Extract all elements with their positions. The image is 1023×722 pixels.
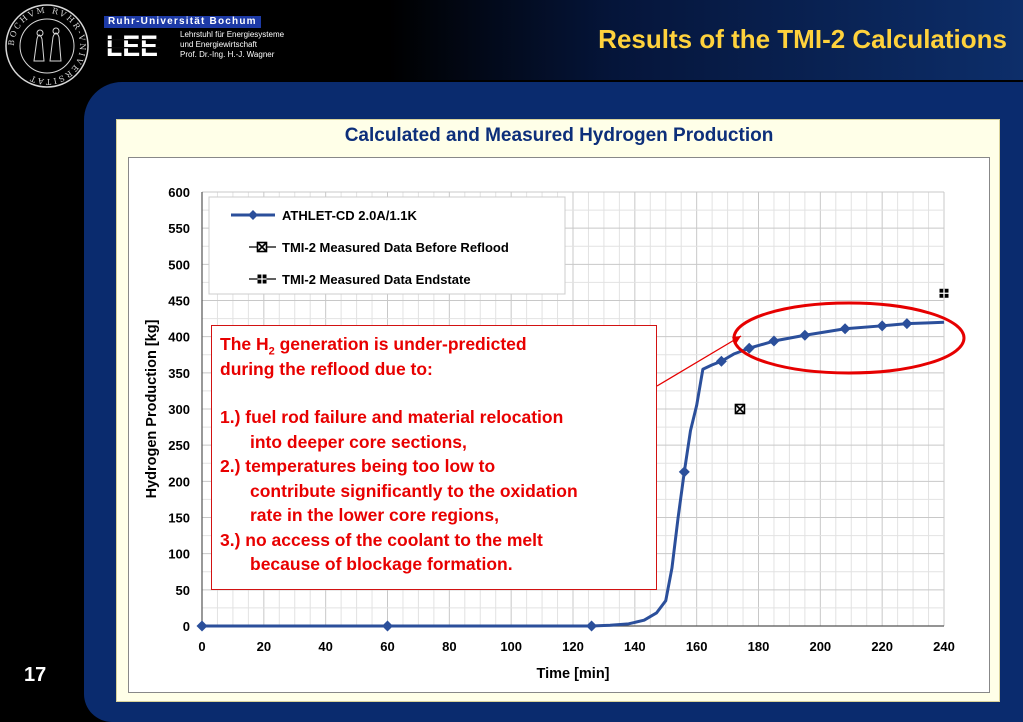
y-tick-label: 600 [168, 185, 190, 200]
annotation-item-2-cont-1: contribute significantly to the oxidatio… [250, 480, 578, 501]
series-athlet-point [768, 335, 780, 347]
annotation-box: The H2 generation is under-predicted dur… [211, 325, 657, 590]
series-athlet-point [743, 342, 755, 354]
x-tick-label: 180 [748, 639, 770, 654]
annotation-item-3: 3.) no access of the coolant to the melt [220, 529, 543, 550]
annotation-item-3-cont: because of blockage formation. [250, 554, 513, 574]
annotation-item-2-cont-2: rate in the lower core regions, [250, 505, 499, 525]
x-axis-title: Time [min] [536, 666, 609, 682]
slide-title: Results of the TMI-2 Calculations [598, 24, 1007, 54]
svg-text:BOCHVM RVHR-VNIVERSITAT: BOCHVM RVHR-VNIVERSITAT [7, 6, 87, 86]
annotation-pointer-arrowhead [732, 336, 741, 344]
annotation-item-2: 2.) temperatures being too low to [220, 456, 496, 476]
y-tick-label: 50 [176, 583, 190, 598]
y-tick-label: 200 [168, 474, 190, 489]
series-athlet-point [586, 620, 598, 632]
annotation-item-1-cont: into deeper core sections, [250, 431, 467, 452]
x-tick-label: 120 [562, 639, 584, 654]
x-tick-label: 140 [624, 639, 646, 654]
series-athlet-point [715, 355, 727, 367]
university-seal-icon: BOCHVM RVHR-VNIVERSITAT [5, 4, 89, 88]
legend-endstate-marker [257, 274, 267, 284]
chair-line-1: Lehrstuhl für Energiesysteme [180, 30, 285, 39]
series-athlet-point [382, 620, 393, 632]
y-tick-label: 300 [168, 402, 190, 417]
legend-label: TMI-2 Measured Data Before Reflood [282, 240, 509, 255]
series-athlet-point [799, 329, 811, 341]
x-tick-label: 80 [442, 639, 456, 654]
y-tick-label: 400 [168, 330, 190, 345]
x-tick-label: 220 [871, 639, 893, 654]
x-tick-label: 160 [686, 639, 708, 654]
y-axis-title: Hydrogen Production [kg] [144, 319, 160, 498]
measured-before-reflood-point [734, 403, 746, 415]
x-tick-label: 100 [500, 639, 522, 654]
lee-logo-text: LEE [106, 31, 158, 59]
annotation-pointer-line [656, 335, 742, 387]
legend-athlet-marker [248, 210, 258, 220]
highlight-ellipse [732, 301, 966, 375]
legend-before-reflood-marker [256, 241, 268, 253]
chair-info: Lehrstuhl für Energiesysteme und Energie… [180, 30, 284, 60]
series-athlet-point [839, 323, 851, 335]
annotation-intro-line-2: during the reflood due to: [220, 358, 433, 379]
y-tick-label: 500 [168, 257, 190, 272]
legend-label: ATHLET-CD 2.0A/1.1K [282, 208, 417, 223]
slide-header: BOCHVM RVHR-VNIVERSITAT Ruhr-Universität… [0, 0, 1023, 88]
chair-line-2: und Energiewirtschaft [180, 40, 257, 49]
series-athlet-point [901, 318, 913, 330]
slide-number: 17 [24, 664, 47, 686]
y-tick-label: 0 [183, 619, 190, 634]
university-banner: Ruhr-Universität Bochum [104, 16, 261, 28]
y-tick-label: 550 [168, 221, 190, 236]
y-tick-label: 450 [168, 294, 190, 309]
chair-line-3: Prof. Dr.-Ing. H.-J. Wagner [180, 50, 275, 59]
x-tick-label: 20 [257, 639, 271, 654]
y-tick-label: 350 [168, 366, 190, 381]
seal-text: BOCHVM RVHR-VNIVERSITAT [7, 6, 85, 86]
x-tick-label: 0 [198, 639, 205, 654]
lee-logo-icon: LEE [106, 31, 160, 59]
y-tick-label: 100 [168, 547, 190, 562]
content-title: Calculated and Measured Hydrogen Product… [344, 125, 774, 146]
x-tick-label: 40 [318, 639, 332, 654]
series-athlet-point [678, 466, 690, 478]
measured-endstate-point [939, 288, 949, 298]
annotation-intro-line-1: The H2 generation is under-predicted [220, 334, 527, 358]
x-tick-label: 60 [380, 639, 394, 654]
series-athlet-point [196, 620, 208, 632]
y-tick-label: 250 [168, 438, 190, 453]
x-tick-label: 240 [933, 639, 955, 654]
annotation-item-1: 1.) fuel rod failure and material reloca… [220, 407, 564, 427]
legend-label: TMI-2 Measured Data Endstate [282, 272, 471, 287]
x-tick-label: 200 [809, 639, 831, 654]
series-athlet-point [876, 320, 888, 332]
legend-box [208, 196, 566, 295]
y-tick-label: 150 [168, 511, 190, 526]
